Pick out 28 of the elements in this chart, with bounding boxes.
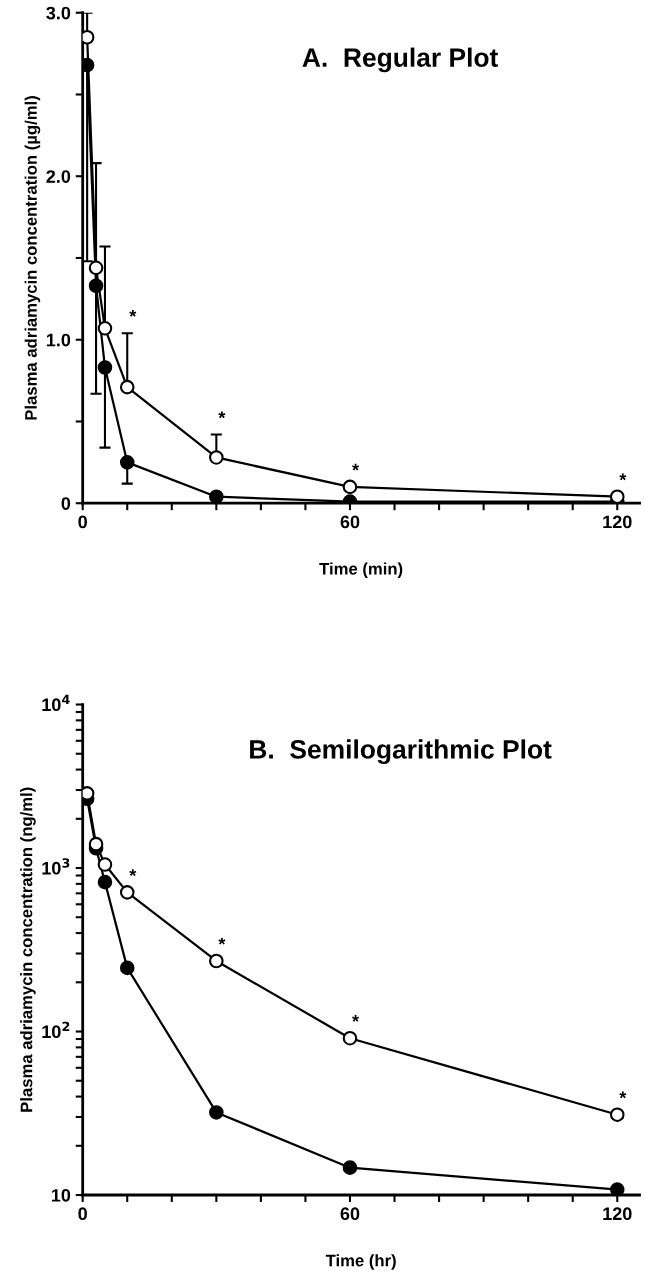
text: A. Regular Plot [302, 47, 499, 73]
x-axis-title: Time (hr) [325, 1254, 396, 1270]
annotation: * [218, 937, 226, 945]
annotation: * [619, 473, 627, 481]
annotation: * [619, 1091, 627, 1099]
y-tick-label: 10$^{3}$ [42, 858, 70, 875]
x-tick-label: 60 [340, 515, 360, 529]
y-tick-label: 10 [51, 1188, 71, 1202]
annotation: * [352, 1015, 360, 1022]
y-tick-label: 2.0 [46, 170, 71, 183]
x-tick-label: 0 [78, 1207, 87, 1221]
y-tick-label: 0 [61, 497, 71, 510]
annotation: * [129, 869, 137, 876]
annotation: * [129, 310, 137, 317]
x-axis-title: Time (min) [319, 562, 403, 578]
text: B. Semilogarithmic Plot [250, 739, 552, 765]
y-axis-title: Plasma adriamycin concentration (µg/ml) [24, 96, 41, 420]
annotation: * [218, 411, 226, 419]
x-tick-label: 60 [340, 1207, 360, 1221]
y-tick-label: 10$^{4}$ [42, 694, 70, 712]
y-tick-label: 10$^{2}$ [42, 1021, 70, 1039]
x-tick-label: 120 [603, 515, 632, 529]
x-tick-label: 120 [603, 1207, 632, 1221]
x-tick-label: 0 [78, 515, 87, 529]
y-tick-label: 1.0 [46, 333, 71, 347]
y-tick-label: 3.0 [46, 6, 71, 20]
y-axis-title: Plasma adriamycin concentration (ng/ml) [20, 787, 36, 1112]
annotation: * [352, 463, 360, 471]
